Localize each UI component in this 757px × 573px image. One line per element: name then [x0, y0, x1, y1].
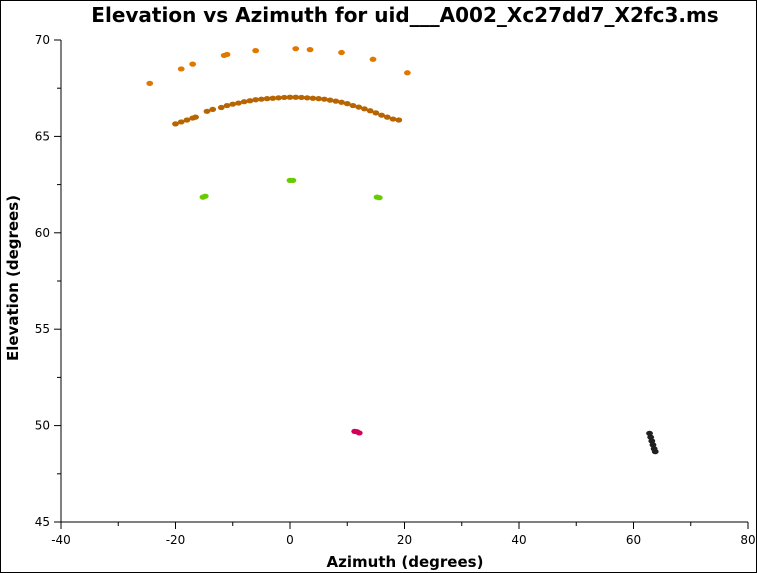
data-point	[275, 95, 282, 101]
data-point	[366, 108, 374, 114]
x-tick-label: 20	[397, 533, 412, 547]
data-point	[177, 66, 185, 72]
data-point	[203, 108, 211, 114]
data-point	[240, 99, 248, 105]
y-tick-label: 70	[35, 33, 50, 47]
data-point	[383, 114, 391, 120]
y-tick-label: 55	[35, 322, 50, 336]
data-point	[292, 94, 300, 100]
data-point	[263, 96, 271, 102]
data-point	[389, 116, 397, 122]
chart-title: Elevation vs Azimuth for uid___A002_Xc27…	[91, 3, 718, 27]
data-point	[246, 98, 254, 104]
data-point	[303, 95, 311, 101]
data-point	[223, 51, 231, 58]
data-point	[280, 94, 288, 101]
y-tick-label: 60	[35, 226, 50, 240]
data-point	[223, 102, 231, 109]
data-point	[306, 47, 314, 53]
data-point	[361, 106, 368, 112]
y-tick-label: 45	[35, 515, 50, 529]
data-point	[209, 106, 217, 113]
data-point	[378, 112, 385, 118]
data-point	[343, 101, 351, 107]
x-tick-label: -20	[166, 533, 186, 547]
data-point	[309, 95, 317, 101]
data-point	[355, 104, 363, 110]
data-point	[338, 49, 345, 56]
x-axis-label: Azimuth (degrees)	[327, 553, 484, 571]
x-tick-label: 0	[286, 533, 294, 547]
data-point	[269, 95, 277, 101]
data-point	[315, 96, 323, 102]
data-point	[286, 94, 294, 100]
y-axis-label: Elevation (degrees)	[4, 195, 22, 361]
data-point	[355, 430, 363, 436]
data-point	[298, 94, 305, 101]
data-point	[338, 99, 345, 105]
axes: -40 -20 0 20 40 60 80 45 50 55 60 65 70	[35, 33, 756, 547]
data-point	[349, 102, 357, 109]
y-tick-label: 50	[35, 419, 50, 433]
data-point	[189, 61, 197, 67]
data-point	[217, 104, 225, 111]
data-point	[372, 110, 380, 116]
data-point	[192, 114, 199, 120]
y-tick-label: 65	[35, 129, 50, 143]
x-tick-label: 40	[511, 533, 526, 547]
x-tick-label: -40	[51, 533, 71, 547]
data-point	[229, 101, 237, 107]
data-point	[146, 80, 154, 86]
data-point	[403, 70, 411, 76]
data-point	[172, 121, 179, 127]
data-point	[257, 96, 265, 102]
data-point	[252, 97, 260, 103]
data-point	[395, 117, 403, 123]
x-tick-label: 60	[626, 533, 641, 547]
x-tick-label: 80	[740, 533, 755, 547]
data-point	[292, 46, 300, 52]
data-point	[201, 193, 209, 199]
data-point	[289, 177, 297, 183]
data-point	[326, 97, 334, 103]
data-point	[375, 195, 383, 201]
data-point	[183, 117, 191, 123]
data-point	[332, 98, 340, 104]
data-points	[146, 46, 659, 455]
data-point	[651, 449, 659, 455]
data-point	[235, 100, 242, 106]
data-point	[320, 96, 328, 102]
data-point	[252, 48, 260, 54]
data-point	[369, 56, 377, 62]
data-point	[177, 119, 185, 125]
